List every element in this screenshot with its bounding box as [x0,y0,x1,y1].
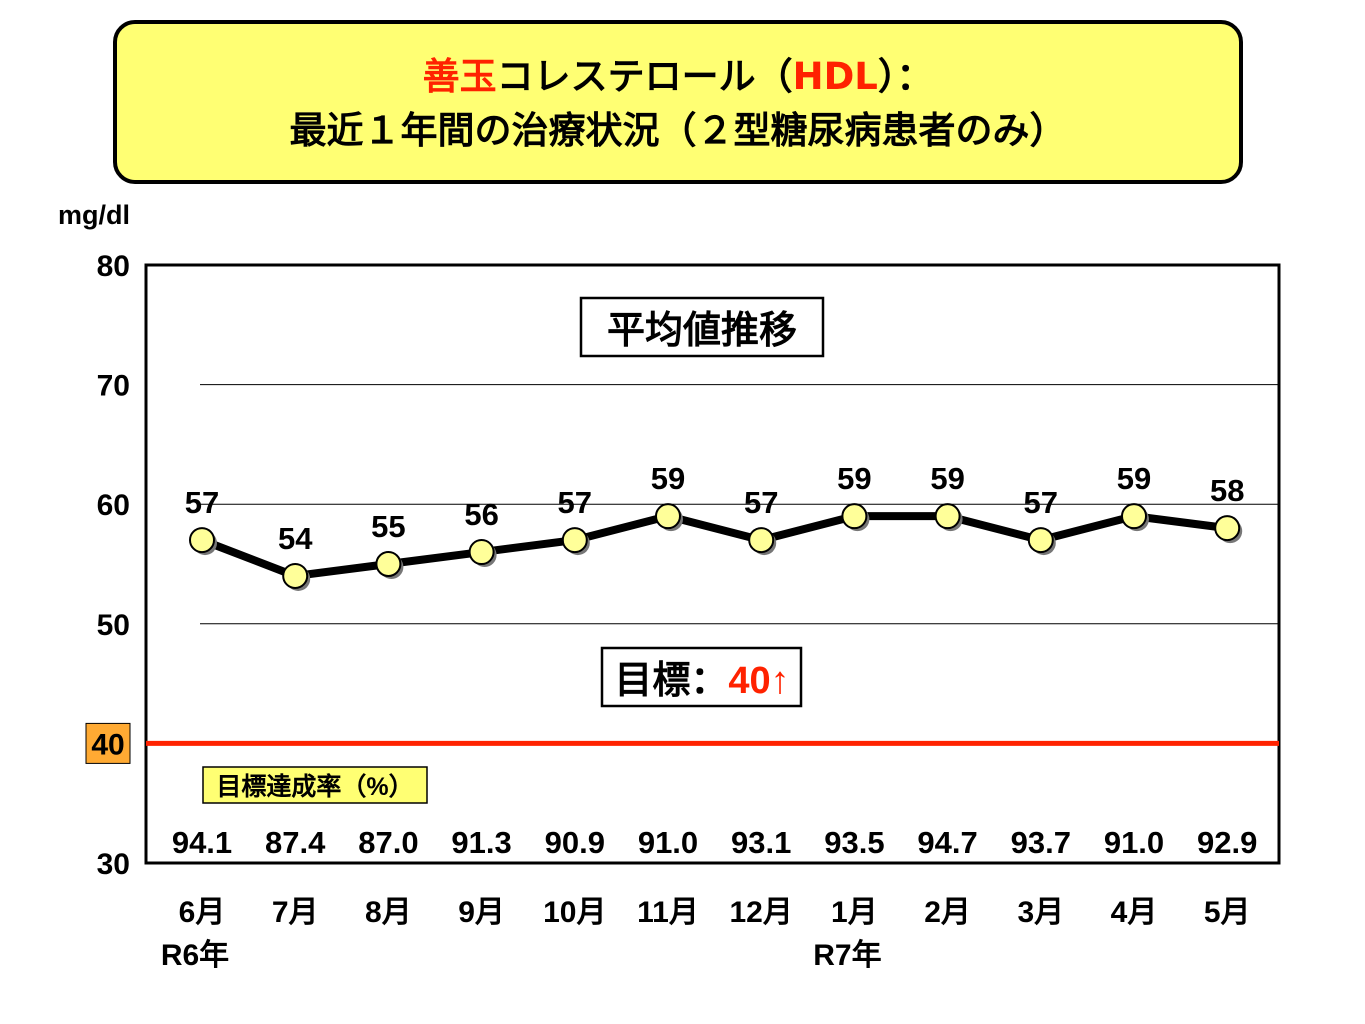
achievement-label: 目標達成率（%） [216,772,413,801]
data-label: 55 [371,509,405,544]
data-point [561,527,588,554]
title-abbr: HDL [792,55,878,98]
target-tick-label: 40 [91,728,124,761]
achievement-rate-label: 87.4 [265,825,326,860]
achievement-rate-label: 90.9 [545,825,605,860]
series-line [200,512,1228,580]
data-point [1214,515,1241,542]
achievement-rate-label: 93.5 [824,825,884,860]
data-label: 57 [185,485,219,520]
data-label: 57 [558,485,592,520]
y-tick-label: 30 [97,848,130,881]
x-tick-label: 5月 [1204,896,1251,929]
x-tick-label: 1月 [831,896,878,929]
target-annotation-label: 目標： [614,660,728,702]
target-annotation-value: 40↑ [728,660,789,702]
x-tick-label: 9月 [458,896,505,929]
achievement-rate-label: 91.0 [638,825,698,860]
data-label: 59 [651,461,685,496]
x-tick-label: 6月 [179,896,226,929]
achievement-rate-label: 92.9 [1197,825,1257,860]
target-annotation-box [600,646,803,708]
achievement-rate-label: 94.7 [917,825,977,860]
x-tick-label: 10月 [543,896,606,929]
achievement-rate-label: 93.7 [1011,825,1071,860]
data-point [189,527,215,554]
data-point [841,503,868,530]
data-label: 58 [1210,473,1244,508]
data-label: 57 [1024,485,1058,520]
achievement-rate-label: 91.3 [451,825,511,860]
year-label: R6年 [161,939,229,972]
annotation-box [579,296,825,358]
data-label: 59 [930,461,964,496]
data-label: 56 [464,497,498,532]
y-tick-label: 70 [97,370,130,403]
y-tick-label: 80 [97,250,130,283]
chart-title-box: 善玉コレステロール（HDL）： 最近１年間の治療状況（２型糖尿病患者のみ） [113,20,1243,184]
data-point [1027,527,1054,554]
data-point [748,527,775,554]
data-point [282,562,309,589]
x-tick-label: 4月 [1111,896,1158,929]
x-tick-label: 7月 [272,896,319,929]
y-axis-unit: mg/dl [58,200,130,230]
x-tick-label: 2月 [924,896,971,929]
target-tick-bg [85,722,131,764]
data-label: 59 [1117,461,1151,496]
title-line-2: 最近１年間の治療状況（２型糖尿病患者のみ） [289,109,1067,152]
title-text-a: コレステロール（ [496,55,793,98]
plot-area [144,263,1281,865]
data-label: 57 [744,485,778,520]
target-annotation: 目標：40↑ [614,660,789,702]
x-tick-label: 3月 [1017,896,1064,929]
x-tick-label: 11月 [637,896,699,929]
annotation-title: 平均値推移 [607,310,797,352]
x-tick-label: 8月 [365,896,412,929]
data-point [655,503,681,530]
achievement-label-bg [202,766,428,804]
data-label: 59 [837,461,871,496]
title-text-b: ）： [877,55,934,98]
achievement-rate-label: 94.1 [172,825,232,860]
achievement-rate-label: 93.1 [731,825,791,860]
data-label: 54 [278,521,313,556]
y-tick-label: 50 [97,609,130,642]
x-tick-label: 12月 [730,896,793,929]
data-point [934,503,961,530]
y-tick-label: 60 [97,489,130,522]
achievement-rate-label: 91.0 [1104,825,1164,860]
data-point [1121,503,1147,530]
title-line-1: 善玉コレステロール（HDL）： [117,50,1239,104]
achievement-rate-label: 87.0 [358,825,418,860]
data-point [375,551,402,577]
data-point [468,539,495,566]
title-highlight: 善玉 [422,55,497,98]
year-label: R7年 [813,939,881,972]
